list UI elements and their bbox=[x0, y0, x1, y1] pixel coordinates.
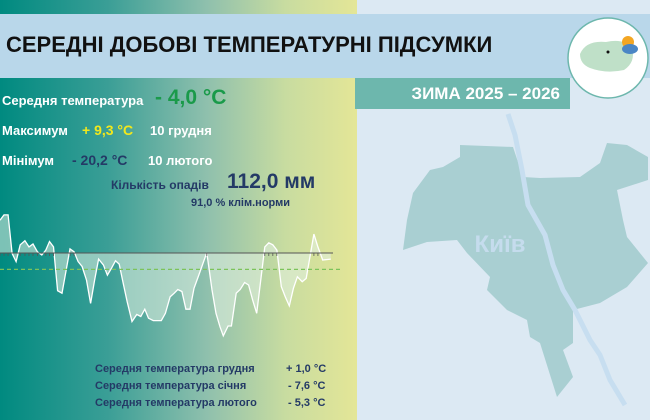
monthly-label-dec: Середня температура грудня bbox=[95, 363, 255, 375]
observatory-logo bbox=[567, 17, 649, 99]
temperature-line bbox=[0, 214, 331, 338]
precip-label: Кількість опадів bbox=[111, 178, 209, 192]
max-temp-date: 10 грудня bbox=[150, 123, 212, 138]
min-temp-date: 10 лютого bbox=[148, 153, 213, 168]
mean-temp-label: Середня температура bbox=[2, 93, 144, 108]
min-temp-label: Мінімум bbox=[2, 153, 55, 168]
dnipro-river bbox=[505, 113, 628, 407]
monthly-value-jan: - 7,6 °C bbox=[288, 380, 326, 392]
monthly-label-jan: Середня температура січня bbox=[95, 380, 247, 392]
min-temp-value: - 20,2 °C bbox=[72, 152, 128, 168]
map-city-label: Київ bbox=[475, 231, 526, 258]
page-title: СЕРЕДНІ ДОБОВІ ТЕМПЕРАТУРНІ ПІДСУМКИ bbox=[6, 32, 493, 57]
temperature-area bbox=[0, 214, 331, 336]
monthly-value-dec: + 1,0 °C bbox=[286, 363, 327, 375]
mean-temp-value: - 4,0 °C bbox=[155, 86, 227, 109]
precip-value: 112,0 мм bbox=[227, 170, 316, 193]
precip-norm: 91,0 % клім.норми bbox=[191, 197, 291, 209]
monthly-value-feb: - 5,3 °C bbox=[288, 397, 326, 409]
max-temp-label: Максимум bbox=[2, 123, 68, 138]
season-label: ЗИМА 2025 – 2026 bbox=[411, 84, 560, 103]
kyiv-city-boundary bbox=[403, 143, 648, 397]
monthly-label-feb: Середня температура лютого bbox=[95, 397, 257, 409]
title-band bbox=[0, 14, 650, 78]
max-temp-value: + 9,3 °C bbox=[82, 122, 134, 138]
temperature-chart bbox=[0, 214, 340, 338]
season-band: ЗИМА 2025 – 2026 bbox=[355, 78, 570, 109]
